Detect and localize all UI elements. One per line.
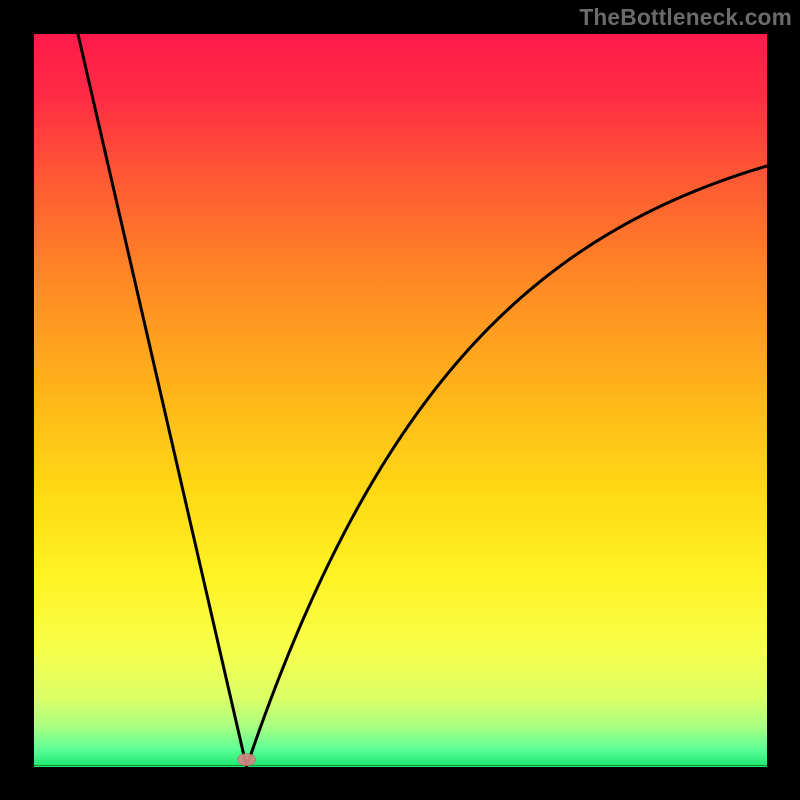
minimum-marker	[238, 754, 256, 766]
chart-svg	[0, 0, 800, 800]
watermark-label: TheBottleneck.com	[579, 4, 792, 31]
plot-background-gradient	[34, 34, 767, 767]
chart-stage: TheBottleneck.com	[0, 0, 800, 800]
